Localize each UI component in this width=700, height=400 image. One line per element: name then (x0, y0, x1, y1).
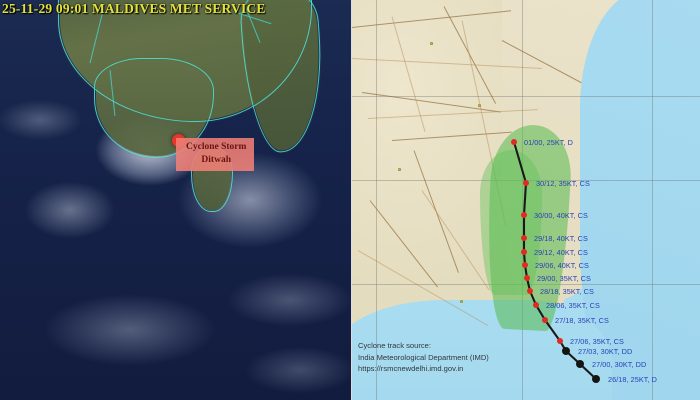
map-gridline-lon (652, 0, 653, 400)
track-point-marker[interactable] (527, 288, 533, 294)
track-point-label: 29/18, 40KT, CS (534, 234, 588, 243)
track-point-label: 27/00, 30KT, DD (592, 360, 647, 369)
map-town-marker (430, 42, 433, 45)
track-point-marker[interactable] (521, 212, 527, 218)
track-point-label: 01/00, 25KT, D (524, 138, 573, 147)
map-gridline-lat (352, 96, 700, 97)
map-town-marker (460, 300, 463, 303)
track-point-marker[interactable] (557, 338, 563, 344)
track-point-marker[interactable] (524, 275, 530, 281)
track-map-panel[interactable]: 01/00, 25KT, D 30/12, 35KT, CS 30/00, 40KT… (352, 0, 700, 400)
track-point-label: 29/12, 40KT, CS (534, 248, 588, 257)
map-town-marker (398, 168, 401, 171)
track-point-marker[interactable] (522, 262, 528, 268)
track-point-marker[interactable] (523, 180, 529, 186)
cyclone-label-line-2: Ditwah (201, 155, 231, 165)
forecast-cone-inner (480, 150, 542, 295)
track-point-marker[interactable] (592, 375, 600, 383)
track-point-label: 30/00, 40KT, CS (534, 211, 588, 220)
track-point-label: 27/18, 35KT, CS (555, 316, 609, 325)
cyclone-label-line-1: Cyclone Storm (186, 142, 247, 152)
map-town-marker (478, 104, 481, 107)
track-point-label: 28/18, 35KT, CS (540, 287, 594, 296)
source-line-3: https://rsmcnewdelhi.imd.gov.in (358, 364, 464, 373)
track-point-marker[interactable] (533, 302, 539, 308)
track-point-label: 28/06, 35KT, CS (546, 301, 600, 310)
track-point-marker[interactable] (576, 360, 584, 368)
track-point-label: 26/18, 25KT, D (608, 375, 657, 384)
satellite-image-panel: 25-11-29 09:01 MALDIVES MET SERVICE Cycl… (0, 0, 352, 400)
cyclone-name-label: Cyclone Storm Ditwah (176, 138, 255, 171)
track-point-label: 27/06, 35KT, CS (570, 337, 624, 346)
track-point-label: 29/06, 40KT, CS (535, 261, 589, 270)
satellite-timestamp-overlay: 25-11-29 09:01 MALDIVES MET SERVICE (2, 1, 266, 16)
track-point-marker[interactable] (542, 317, 548, 323)
track-point-marker[interactable] (521, 249, 527, 255)
track-point-marker[interactable] (521, 235, 527, 241)
track-source-attribution: Cyclone track source: India Meteorologic… (358, 340, 489, 375)
source-line-2: India Meteorological Department (IMD) (358, 352, 489, 362)
track-point-marker[interactable] (511, 139, 517, 145)
track-point-label: 27/03, 30KT, DD (578, 347, 633, 356)
track-point-label: 30/12, 35KT, CS (536, 179, 590, 188)
track-point-label: 29/00, 35KT, CS (537, 274, 591, 283)
map-gridline-lon (376, 0, 377, 400)
track-point-marker[interactable] (562, 347, 570, 355)
source-line-1: Cyclone track source: (358, 341, 432, 350)
